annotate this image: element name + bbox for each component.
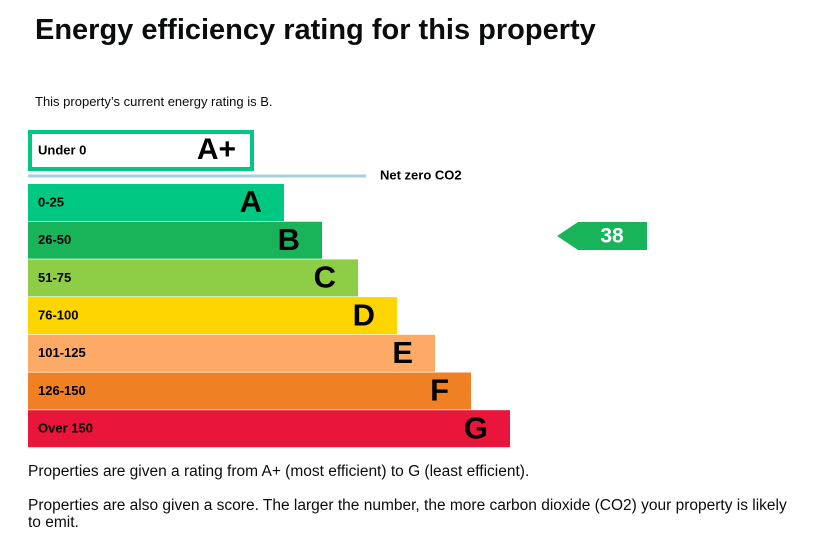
title: Energy efficiency rating for this proper… — [35, 14, 596, 46]
band-range: 51-75 — [38, 270, 71, 285]
paragraph: Properties are given a rating from A+ (m… — [28, 463, 530, 480]
score-arrow — [557, 222, 647, 250]
rating-graphic: Under 0 A+ Net zero CO2 38 0-25 A 26-50 B 51… — [28, 130, 647, 448]
band-bar — [28, 372, 471, 410]
band-bar — [28, 259, 358, 297]
band-range: 126-150 — [38, 383, 86, 398]
band-bar — [28, 184, 284, 221]
band-letter: F — [430, 373, 449, 408]
band-range: 101-125 — [38, 345, 86, 360]
band-letter: A+ — [197, 133, 236, 166]
band-letter: B — [278, 222, 300, 257]
band-letter: E — [392, 335, 413, 370]
paragraph: Properties are also given a score. The l… — [28, 497, 787, 531]
band-range: 26-50 — [38, 232, 71, 247]
band-letter: D — [353, 297, 375, 332]
band-bar — [28, 334, 435, 372]
band-bar — [28, 410, 510, 448]
band-letter: A — [240, 184, 262, 219]
net-zero-label: Net zero CO2 — [380, 167, 462, 182]
band-letter: G — [464, 410, 488, 445]
subtitle: This property’s current energy rating is… — [35, 94, 273, 109]
band-range: 76-100 — [38, 308, 78, 323]
top-band-box — [28, 130, 254, 171]
band-range: Under 0 — [38, 142, 86, 157]
score: 38 — [600, 225, 624, 248]
band-bar — [28, 221, 322, 259]
band-range: 0-25 — [38, 194, 64, 209]
band-range: Over 150 — [38, 421, 93, 436]
band-bar — [28, 297, 397, 335]
band-letter: C — [314, 260, 336, 295]
